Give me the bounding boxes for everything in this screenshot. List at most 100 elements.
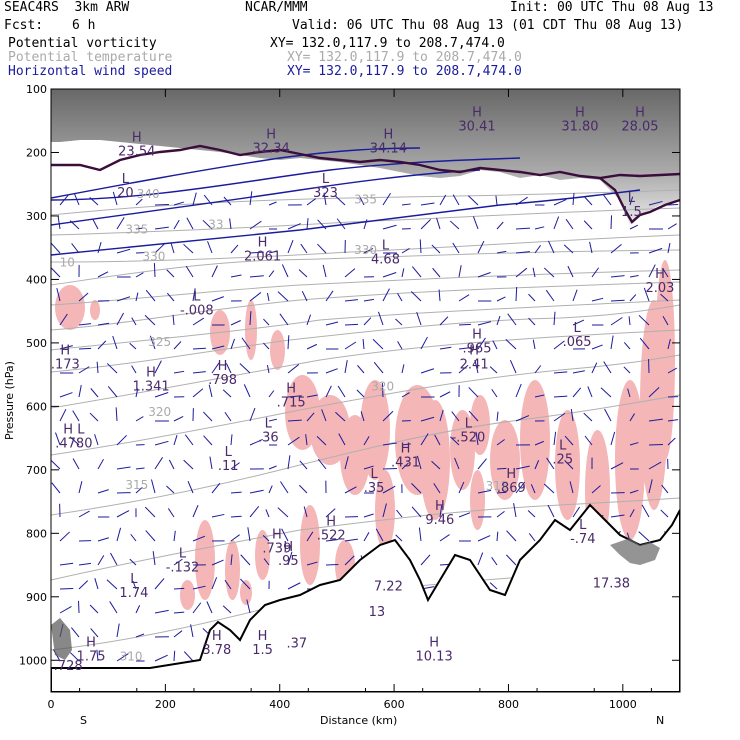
wind-arrow bbox=[584, 435, 593, 446]
wind-arrow bbox=[629, 509, 635, 518]
wind-arrow bbox=[192, 504, 199, 518]
wind-arrow bbox=[401, 392, 410, 398]
wind-arrow bbox=[602, 193, 612, 206]
wind-arrow bbox=[230, 534, 240, 542]
pv-shading-blob bbox=[615, 380, 645, 540]
extrema-value: 1.5 bbox=[252, 643, 273, 658]
extrema-value: .36 bbox=[258, 430, 279, 445]
wind-arrow bbox=[382, 442, 397, 446]
extrema-value: 323 bbox=[313, 186, 338, 201]
wind-arrow bbox=[299, 484, 308, 494]
extrema-value: 9.46 bbox=[425, 513, 454, 528]
model-title: SEAC4RS 3km ARW bbox=[4, 0, 130, 15]
wind-arrow bbox=[553, 340, 565, 350]
wind-arrow bbox=[268, 465, 277, 470]
wind-arrow bbox=[135, 272, 144, 278]
wind-arrow bbox=[418, 527, 422, 542]
wind-arrow bbox=[434, 434, 441, 446]
wind-arrow bbox=[458, 364, 469, 374]
wind-arrow bbox=[401, 248, 410, 254]
wind-arrow bbox=[183, 243, 194, 254]
wind-arrow bbox=[643, 287, 650, 302]
wind-arrow bbox=[532, 267, 536, 278]
wind-arrow bbox=[515, 196, 528, 206]
wind-arrow bbox=[458, 323, 471, 326]
y-tick-label: 300 bbox=[26, 210, 47, 223]
wind-arrow bbox=[116, 510, 130, 518]
wind-arrow bbox=[363, 298, 374, 302]
extrema-value: .173 bbox=[51, 357, 80, 372]
wind-arrow bbox=[263, 342, 270, 350]
wind-arrow bbox=[287, 335, 290, 350]
wind-arrow bbox=[56, 288, 61, 302]
extrema-kind: H bbox=[655, 267, 665, 282]
wind-arrow bbox=[667, 339, 671, 350]
wind-arrow bbox=[230, 244, 239, 254]
wind-arrow bbox=[166, 292, 175, 302]
wind-arrow bbox=[344, 341, 357, 350]
wind-arrow bbox=[97, 242, 102, 254]
wind-arrow bbox=[211, 559, 224, 566]
wind-arrow bbox=[411, 506, 422, 518]
wind-arrow bbox=[382, 410, 394, 422]
wind-arrow bbox=[505, 554, 517, 566]
wind-arrow bbox=[107, 386, 118, 398]
stratosphere-shading bbox=[51, 89, 680, 225]
extrema-kind: H bbox=[218, 359, 228, 374]
wind-arrow bbox=[321, 409, 327, 422]
wind-arrow bbox=[277, 291, 289, 302]
theta-label: 335 bbox=[354, 192, 377, 206]
wind-arrow bbox=[372, 338, 384, 350]
wind-arrow bbox=[629, 224, 639, 230]
extrema-value: 31.80 bbox=[561, 119, 598, 134]
wind-arrow bbox=[116, 623, 120, 638]
pv-shading-blob bbox=[245, 300, 257, 360]
wind-arrow bbox=[135, 467, 145, 470]
wind-arrow bbox=[627, 388, 631, 398]
wind-arrow bbox=[106, 579, 118, 590]
wind-arrow bbox=[192, 585, 206, 590]
wind-arrow bbox=[667, 242, 671, 254]
wind-arrow bbox=[648, 200, 663, 206]
wind-arrow bbox=[287, 455, 291, 470]
pv-shading-blob bbox=[255, 530, 270, 580]
extrema-value: 17.38 bbox=[593, 576, 630, 591]
pv-shading-blob bbox=[490, 420, 520, 500]
wind-arrow bbox=[572, 319, 585, 326]
wind-arrow bbox=[648, 461, 662, 470]
wind-arrow bbox=[527, 510, 536, 518]
wind-arrow bbox=[449, 220, 460, 230]
terrain-shading-left bbox=[51, 618, 72, 660]
wind-arrow bbox=[553, 431, 557, 446]
wind-arrow bbox=[211, 482, 221, 494]
wind-arrow bbox=[543, 267, 555, 278]
wind-arrow bbox=[567, 265, 574, 278]
wind-arrow bbox=[240, 554, 251, 566]
wind-arrow bbox=[325, 508, 336, 518]
wind-arrow bbox=[246, 599, 251, 614]
wind-arrow bbox=[648, 387, 660, 398]
extrema-kind: H bbox=[283, 540, 293, 555]
wind-arrow bbox=[629, 413, 635, 422]
theta-label: 33 bbox=[208, 218, 223, 232]
wind-arrow bbox=[325, 321, 339, 326]
wind-arrow bbox=[97, 271, 109, 278]
wind-arrow bbox=[249, 251, 264, 254]
wind-arrow bbox=[629, 442, 639, 446]
wind-arrow bbox=[572, 506, 581, 518]
wind-arrow bbox=[325, 385, 332, 398]
extrema-kind: H bbox=[469, 343, 479, 358]
wind-arrow bbox=[528, 293, 536, 302]
theta-label: 320 bbox=[371, 380, 394, 394]
pv-shading-blob bbox=[240, 580, 252, 605]
y-tick-label: 800 bbox=[26, 527, 47, 540]
wind-arrow bbox=[306, 198, 317, 206]
y-tick-label: 500 bbox=[26, 337, 47, 350]
wind-arrow bbox=[360, 411, 365, 422]
wind-arrow bbox=[78, 562, 92, 566]
wind-arrow bbox=[505, 339, 517, 350]
wind-arrow bbox=[496, 221, 504, 230]
wind-arrow bbox=[363, 219, 368, 230]
extrema-value: .965 bbox=[463, 341, 492, 356]
wind-arrow bbox=[173, 341, 182, 350]
